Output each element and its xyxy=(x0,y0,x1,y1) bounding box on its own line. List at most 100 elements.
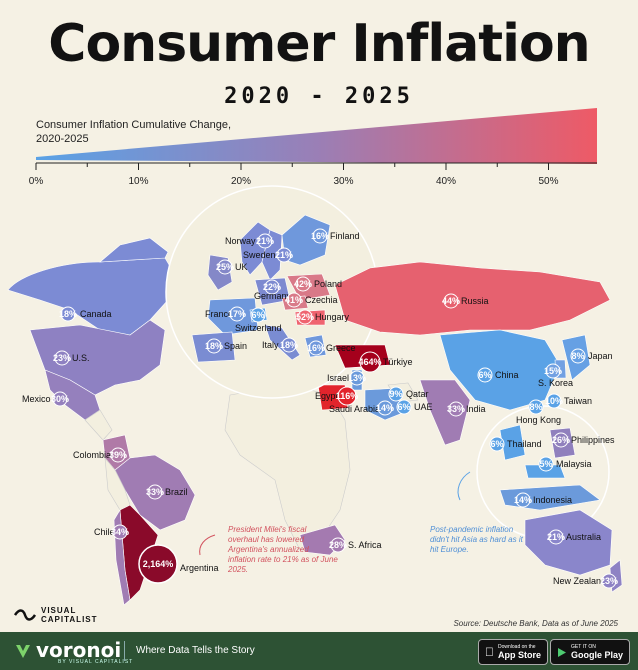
label-south-africa: 28% S. Africa xyxy=(329,537,382,553)
label-germany: 22% Germany xyxy=(254,279,292,301)
value-greece: 16% xyxy=(307,343,325,353)
value-india: 33% xyxy=(447,404,465,414)
footer-bar: voronoi BY VISUAL CAPITALIST Where Data … xyxy=(0,632,638,670)
legend-tick-label: 40% xyxy=(436,176,456,187)
legend-title: Consumer Inflation Cumulative Change, 20… xyxy=(36,119,232,145)
label-israel: Israel 13% xyxy=(327,370,366,386)
label-chile: Chile 34% xyxy=(94,524,129,540)
value-italy: 18% xyxy=(280,340,298,350)
name-israel: Israel xyxy=(327,373,349,383)
google-play-small-text: GET IT ON xyxy=(571,644,596,650)
central-america xyxy=(84,409,113,441)
name-qatar: Qatar xyxy=(406,389,429,399)
label-poland: 42% Poland xyxy=(294,276,342,292)
name-taiwan: Taiwan xyxy=(564,396,592,406)
label-new-zealand: New Zealand 23% xyxy=(553,573,618,589)
app-store-button[interactable]:  Download on the App Store xyxy=(478,639,549,665)
name-mexico: Mexico xyxy=(22,394,51,404)
app-store-label: App Store xyxy=(489,650,541,660)
country-australia xyxy=(524,509,613,576)
label-norway: Norway 21% xyxy=(225,233,274,249)
google-play-label: Google Play xyxy=(571,650,624,660)
label-hong-kong: 8% Hong Kong xyxy=(516,399,561,425)
name-canada: Canada xyxy=(80,309,112,319)
legend-tick-label: 0% xyxy=(29,176,44,187)
value-australia: 21% xyxy=(547,532,565,542)
name-italy: Italy xyxy=(262,340,279,350)
name-malaysia: Malaysia xyxy=(556,459,592,469)
name-south-korea: S. Korea xyxy=(538,378,573,388)
value-canada: 18% xyxy=(59,309,77,319)
asia-annotation: Post-pandemic inflation didn't hit Asia … xyxy=(430,525,523,554)
label-uae: 6% UAE xyxy=(396,399,433,415)
value-indonesia: 14% xyxy=(514,495,532,505)
name-philippines: Philippines xyxy=(571,435,615,445)
value-hong-kong: 8% xyxy=(529,402,542,412)
label-sweden: Sweden 21% xyxy=(243,247,293,263)
label-japan: 8% Japan xyxy=(570,348,613,364)
value-norway: 21% xyxy=(256,236,274,246)
label-spain: 18% Spain xyxy=(205,338,247,354)
legend-tick-label: 10% xyxy=(128,176,148,187)
label-finland: 16% Finland xyxy=(311,228,360,244)
name-czechia: Czechia xyxy=(305,295,338,305)
apple-icon:  xyxy=(485,645,494,659)
argentina-annotation-arrow xyxy=(199,534,216,556)
name-brazil: Brazil xyxy=(165,487,188,497)
label-mexico: Mexico 30% xyxy=(22,391,69,407)
source-note: Source: Deutsche Bank, Data as of June 2… xyxy=(453,619,618,628)
name-argentina: Argentina xyxy=(180,563,219,573)
label-canada: 18% Canada xyxy=(59,306,112,322)
value-poland: 42% xyxy=(294,279,312,289)
value-egypt: 116% xyxy=(336,391,359,401)
name-spain: Spain xyxy=(224,341,247,351)
label-brazil: 33% Brazil xyxy=(146,484,188,500)
value-finland: 16% xyxy=(311,231,329,241)
value-chile: 34% xyxy=(111,527,129,537)
name-chile: Chile xyxy=(94,527,115,537)
asia-annotation-arrow xyxy=(457,471,471,501)
logo-line1: VISUAL xyxy=(41,606,77,615)
label-south-korea: 15% S. Korea xyxy=(538,363,573,388)
country-russia xyxy=(334,261,611,336)
label-colombia: Colombia 39% xyxy=(73,447,127,463)
name-china: China xyxy=(495,370,519,380)
canada-arctic xyxy=(99,237,169,263)
value-philippines: 26% xyxy=(552,435,570,445)
footer-tagline: Where Data Tells the Story xyxy=(136,645,255,656)
label-egypt: Egypt 116% xyxy=(315,386,359,406)
value-sweden: 21% xyxy=(275,250,293,260)
label-taiwan: 10% Taiwan xyxy=(545,393,592,409)
name-hong-kong: Hong Kong xyxy=(516,415,561,425)
value-spain: 18% xyxy=(205,341,223,351)
label-czechia: 41% Czechia xyxy=(285,292,338,308)
label-thailand: 6% Thailand xyxy=(489,436,542,452)
label-argentina: 2,164% Argentina xyxy=(138,544,219,584)
value-france: 17% xyxy=(228,309,246,319)
visual-capitalist-logo: VISUAL CAPITALIST xyxy=(14,606,98,624)
argentina-annotation: President Milei's fiscal overhaul has lo… xyxy=(228,525,338,574)
google-play-button[interactable]: GET IT ON Google Play xyxy=(550,639,631,665)
legend-gradient-bar xyxy=(36,108,597,164)
value-south-korea: 15% xyxy=(544,366,562,376)
label-china: 6% China xyxy=(477,367,519,383)
value-czechia: 41% xyxy=(285,295,303,305)
value-china: 6% xyxy=(478,370,491,380)
value-colombia: 39% xyxy=(109,450,127,460)
name-colombia: Colombia xyxy=(73,450,111,460)
label-malaysia: 5% Malaysia xyxy=(538,456,592,472)
label-saudi-arabia: Saudi Arabia 14% xyxy=(329,400,394,416)
legend-tick-label: 30% xyxy=(333,176,353,187)
country-china xyxy=(439,329,561,411)
name-egypt: Egypt xyxy=(315,391,339,401)
name-poland: Poland xyxy=(314,279,342,289)
label-russia: 44% Russia xyxy=(442,293,489,309)
footer-brand-sub: BY VISUAL CAPITALIST xyxy=(58,659,134,665)
name-switzerland: Switzerland xyxy=(235,323,282,333)
value-israel: 13% xyxy=(348,373,366,383)
label-france: France 17% xyxy=(205,306,246,322)
legend-scale: 0% 10% 20% 30% 40% 50% xyxy=(29,108,597,187)
value-mexico: 30% xyxy=(51,394,69,404)
value-saudi-arabia: 14% xyxy=(376,403,394,413)
label-uk: 25% UK xyxy=(216,259,248,275)
